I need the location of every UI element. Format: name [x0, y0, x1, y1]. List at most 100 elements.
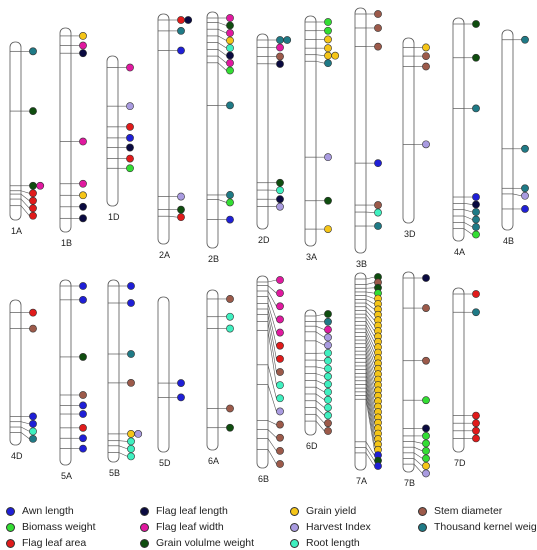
chromosome-label: 6B [258, 474, 269, 484]
qtl-dot-flw [226, 14, 234, 22]
qtl-dot-gy [324, 44, 332, 53]
qtl-dot-al [79, 295, 87, 304]
marker-connector [365, 339, 375, 364]
marker-connector [217, 42, 227, 49]
qtl-dot-sd [276, 433, 284, 442]
qtl-dot-fll [276, 195, 284, 204]
qtl-dot-bw [226, 66, 234, 75]
marker-connector [365, 388, 375, 434]
qtl-dot-tkw [472, 208, 480, 216]
qtl-dot-rl [226, 312, 234, 321]
qtl-dot-bw [422, 396, 430, 405]
chromosome-label: 6D [306, 441, 318, 451]
chromosome-body [304, 309, 317, 436]
qtl-dot-hi [422, 469, 430, 478]
chromosome-body [354, 7, 367, 254]
marker-connector [413, 441, 423, 444]
chromosome-4B: 4B [501, 29, 529, 246]
chromosome-body [157, 13, 170, 245]
qtl-dot-rl [324, 411, 332, 420]
chromosome-body [452, 287, 465, 453]
qtl-dot-flw [226, 29, 234, 37]
chromosome-5D: 5D [157, 296, 185, 468]
qtl-dot-al [29, 412, 37, 421]
qtl-dot-hi [177, 192, 185, 201]
qtl-dot-al [374, 159, 382, 168]
marker-connector [118, 452, 128, 457]
marker-connector [20, 190, 30, 194]
qtl-dot-fll [422, 424, 430, 433]
qtl-dot-gy [79, 191, 87, 200]
qtl-dot-flw [276, 315, 284, 324]
qtl-dot-flw [276, 289, 284, 298]
qtl-dot-tkw [127, 350, 135, 358]
marker-connector [267, 314, 277, 359]
qtl-dot-sd [422, 304, 430, 312]
qtl-dot-hi [134, 429, 143, 438]
marker-connector [20, 198, 30, 209]
qtl-dot-gy [422, 43, 430, 52]
chromosome-body [206, 11, 219, 249]
marker-connector [463, 215, 473, 220]
qtl-dot-al [126, 133, 134, 142]
qtl-dot-rl [374, 208, 382, 217]
marker-connector [315, 54, 325, 56]
qtl-dot-tkw [324, 59, 332, 68]
chromosome-label: 3D [404, 229, 416, 239]
qtl-dot-al [29, 419, 37, 428]
qtl-dot-hi [521, 191, 529, 200]
marker-connector [315, 331, 325, 338]
marker-connector [413, 452, 423, 459]
qtl-dot-fll [79, 49, 87, 58]
qtl-dot-fll [276, 60, 284, 68]
qtl-dot-fla [472, 411, 480, 420]
qtl-dot-bw [422, 432, 430, 440]
marker-connector [267, 364, 277, 399]
qtl-dot-rl [324, 349, 332, 357]
qtl-dot-gvw [472, 20, 480, 28]
legend-label: Awn length [22, 505, 74, 517]
chromosome-label: 2B [208, 254, 219, 264]
legend-label: Grain volulme weight [156, 537, 255, 549]
qtl-dot-fla [177, 213, 185, 222]
qtl-dot-gvw [324, 196, 332, 205]
qtl-dot-hi [126, 102, 134, 111]
qtl-dot-al [226, 215, 234, 224]
qtl-dot-sd [276, 420, 284, 429]
qtl-dot-tkw [472, 104, 480, 113]
marker-connector [365, 306, 375, 316]
qtl-dot-gy [324, 51, 332, 60]
qtl-dot-sd [127, 378, 135, 387]
marker-connector [267, 449, 277, 465]
chromosome-body [9, 299, 22, 446]
qtl-dot-gvw [29, 107, 37, 115]
chromosome-2B: 2B [206, 11, 234, 264]
legend-swatch [418, 506, 427, 516]
marker-connector [315, 359, 325, 362]
qtl-dot-sd [276, 368, 284, 376]
marker-connector [315, 386, 325, 393]
chromosome-label: 1A [11, 226, 22, 236]
marker-connector [365, 376, 375, 418]
qtl-dot-tkw [29, 47, 37, 56]
qtl-dot-fla [276, 341, 284, 350]
qtl-dot-gvw [226, 21, 234, 30]
marker-connector [217, 55, 227, 64]
qtl-dot-al [79, 444, 87, 453]
qtl-dot-rl [276, 394, 284, 403]
chromosome-2D: 2D [256, 33, 292, 245]
marker-connector [365, 317, 375, 332]
chromosome-label: 1B [61, 238, 72, 248]
qtl-dot-al [472, 193, 480, 201]
qtl-dot-fla [29, 204, 37, 213]
qtl-dot-fla [29, 211, 37, 220]
qtl-dot-bw [422, 439, 430, 448]
qtl-dot-rl [324, 403, 332, 412]
qtl-dot-rl [127, 452, 135, 461]
qtl-dot-fla [472, 434, 480, 443]
chromosome-1D: 1D [106, 55, 134, 222]
chromosome-body [107, 279, 120, 463]
marker-connector [267, 285, 277, 294]
qtl-dot-tkw [374, 222, 382, 230]
qtl-dot-fla [472, 426, 480, 435]
